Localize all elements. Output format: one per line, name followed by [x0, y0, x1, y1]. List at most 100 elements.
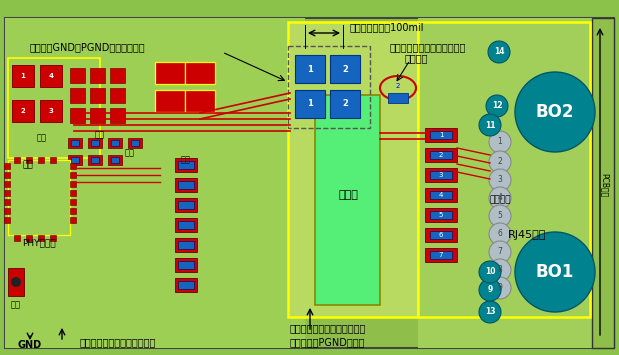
- Text: 4: 4: [48, 73, 53, 79]
- Text: 2: 2: [439, 152, 443, 158]
- Text: 此区域通常不覆地和电源，但: 此区域通常不覆地和电源，但: [290, 323, 366, 333]
- Text: RJ45网口: RJ45网口: [508, 230, 546, 240]
- Circle shape: [489, 223, 511, 245]
- Bar: [12, 100, 34, 122]
- Bar: [4, 217, 10, 223]
- Bar: [70, 217, 76, 223]
- Text: PCB边缘: PCB边缘: [599, 173, 608, 197]
- Text: 4: 4: [498, 193, 503, 202]
- Text: 4: 4: [439, 192, 443, 198]
- Bar: [418, 22, 590, 317]
- Text: 电容: 电容: [37, 133, 47, 142]
- Bar: [178, 241, 194, 249]
- Bar: [110, 108, 125, 123]
- Text: GND: GND: [18, 340, 42, 350]
- Circle shape: [489, 205, 511, 227]
- Bar: [388, 93, 408, 103]
- Bar: [90, 68, 105, 83]
- Text: 14: 14: [494, 48, 504, 56]
- Bar: [4, 172, 10, 178]
- Text: 5: 5: [439, 212, 443, 218]
- Circle shape: [486, 95, 508, 117]
- Bar: [4, 163, 10, 169]
- Text: 共模电阱: 共模电阱: [490, 196, 511, 204]
- Text: 9: 9: [498, 284, 503, 293]
- Circle shape: [489, 241, 511, 263]
- Bar: [4, 181, 10, 187]
- Circle shape: [489, 277, 511, 299]
- Bar: [38, 235, 44, 241]
- Bar: [131, 140, 139, 146]
- Bar: [70, 163, 76, 169]
- Bar: [70, 208, 76, 214]
- Bar: [68, 155, 82, 165]
- Bar: [155, 90, 185, 112]
- Text: 指示灯信号驱动线及其电源线: 指示灯信号驱动线及其电源线: [390, 42, 466, 52]
- Bar: [110, 88, 125, 103]
- Bar: [178, 221, 194, 229]
- Text: 电容: 电容: [11, 300, 21, 309]
- Bar: [111, 140, 119, 146]
- Text: 8: 8: [498, 266, 503, 274]
- Text: 电容: 电容: [95, 130, 105, 139]
- Bar: [175, 198, 197, 212]
- Circle shape: [489, 131, 511, 153]
- Bar: [185, 62, 215, 84]
- Text: 1: 1: [20, 73, 25, 79]
- Text: 11: 11: [485, 120, 495, 130]
- Bar: [425, 148, 457, 162]
- Bar: [185, 90, 215, 112]
- Bar: [288, 22, 418, 317]
- Text: 7: 7: [439, 252, 443, 258]
- Circle shape: [515, 232, 595, 312]
- Bar: [295, 90, 325, 118]
- Bar: [175, 218, 197, 232]
- Bar: [71, 140, 79, 146]
- Text: 7: 7: [498, 247, 503, 257]
- Bar: [430, 231, 452, 239]
- Text: BO1: BO1: [536, 263, 574, 281]
- Bar: [38, 157, 44, 163]
- Text: 变压器: 变压器: [338, 190, 358, 200]
- Bar: [108, 138, 122, 148]
- Circle shape: [488, 41, 510, 63]
- Bar: [178, 181, 194, 189]
- Bar: [175, 258, 197, 272]
- Bar: [4, 199, 10, 205]
- Bar: [26, 157, 32, 163]
- Bar: [71, 157, 79, 163]
- Text: PHY层芯片: PHY层芯片: [22, 238, 56, 247]
- Circle shape: [489, 187, 511, 209]
- Bar: [70, 108, 85, 123]
- Bar: [425, 188, 457, 202]
- Bar: [175, 238, 197, 252]
- Text: 1: 1: [307, 99, 313, 109]
- Text: 12: 12: [491, 102, 502, 110]
- Circle shape: [515, 72, 595, 152]
- Bar: [430, 151, 452, 159]
- Bar: [110, 68, 125, 83]
- Bar: [425, 248, 457, 262]
- Bar: [50, 235, 56, 241]
- Bar: [70, 199, 76, 205]
- Text: 9: 9: [487, 285, 493, 295]
- Text: 2: 2: [342, 99, 348, 109]
- Bar: [50, 157, 56, 163]
- Bar: [592, 18, 614, 348]
- Bar: [178, 261, 194, 269]
- Bar: [425, 128, 457, 142]
- Bar: [70, 88, 85, 103]
- Text: 1: 1: [307, 65, 313, 73]
- Bar: [90, 108, 105, 123]
- Bar: [418, 18, 604, 348]
- Bar: [4, 208, 10, 214]
- Bar: [175, 158, 197, 172]
- Bar: [70, 190, 76, 196]
- Text: 3: 3: [498, 175, 503, 185]
- Bar: [40, 65, 62, 87]
- Bar: [70, 181, 76, 187]
- Bar: [91, 140, 99, 146]
- Text: 13: 13: [485, 307, 495, 317]
- Text: 2: 2: [498, 158, 503, 166]
- Bar: [26, 235, 32, 241]
